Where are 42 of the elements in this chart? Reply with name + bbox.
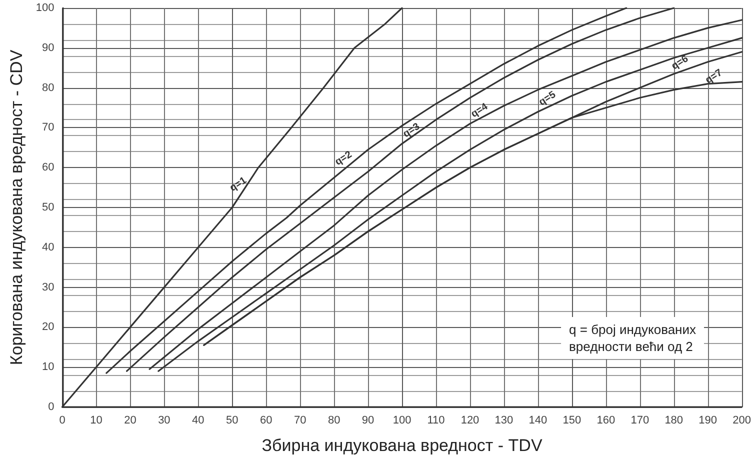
x-tick-label: 110 bbox=[427, 414, 445, 426]
annotation: q=6 bbox=[670, 53, 691, 72]
annotation: q = број индукованих вредности већи од 2 bbox=[569, 322, 696, 354]
x-tick-label: 0 bbox=[59, 414, 66, 426]
x-tick-label: 80 bbox=[328, 414, 340, 426]
y-tick-label: 0 bbox=[48, 401, 54, 413]
x-tick-label: 180 bbox=[664, 414, 684, 426]
x-tick-label: 90 bbox=[362, 414, 374, 426]
annotation: q=4 bbox=[469, 101, 490, 120]
x-tick-label: 10 bbox=[90, 414, 102, 426]
x-tick-label: 170 bbox=[630, 414, 650, 426]
y-tick-label: 50 bbox=[42, 202, 54, 214]
y-tick-label: 90 bbox=[42, 42, 54, 54]
annotation: q=2 bbox=[333, 149, 354, 168]
y-tick-label: 40 bbox=[42, 241, 54, 254]
x-axis-title: Збирна индукована вредност - TDV bbox=[262, 436, 543, 455]
y-axis-title: Коригована индукована вредност - CDV bbox=[7, 49, 26, 366]
annotation: q=3 bbox=[401, 121, 422, 140]
x-tick-label: 50 bbox=[226, 414, 238, 426]
y-tick-label: 10 bbox=[42, 361, 54, 374]
x-tick-label: 100 bbox=[392, 414, 412, 426]
x-tick-label: 20 bbox=[124, 414, 136, 426]
annotation: q=5 bbox=[537, 89, 558, 108]
y-tick-label: 20 bbox=[42, 321, 54, 334]
y-tick-label: 70 bbox=[42, 122, 54, 134]
y-tick-label: 80 bbox=[42, 82, 54, 94]
x-tick-label: 30 bbox=[158, 414, 170, 426]
y-tick-label: 100 bbox=[36, 2, 54, 14]
x-tick-label: 130 bbox=[494, 414, 514, 426]
x-tick-label: 150 bbox=[562, 414, 582, 426]
x-tick-label: 120 bbox=[460, 414, 480, 426]
x-tick-label: 60 bbox=[260, 414, 272, 426]
x-tick-label: 160 bbox=[596, 414, 616, 426]
x-tick-label: 140 bbox=[528, 414, 548, 426]
annotation: q=1 bbox=[228, 174, 250, 194]
annotation: q=7 bbox=[704, 67, 725, 86]
y-tick-label: 60 bbox=[42, 162, 54, 174]
x-tick-label: 200 bbox=[732, 414, 752, 426]
x-tick-label: 190 bbox=[698, 414, 718, 426]
x-tick-label: 40 bbox=[192, 414, 204, 426]
x-tick-label: 70 bbox=[294, 414, 306, 426]
y-tick-label: 30 bbox=[42, 281, 54, 294]
